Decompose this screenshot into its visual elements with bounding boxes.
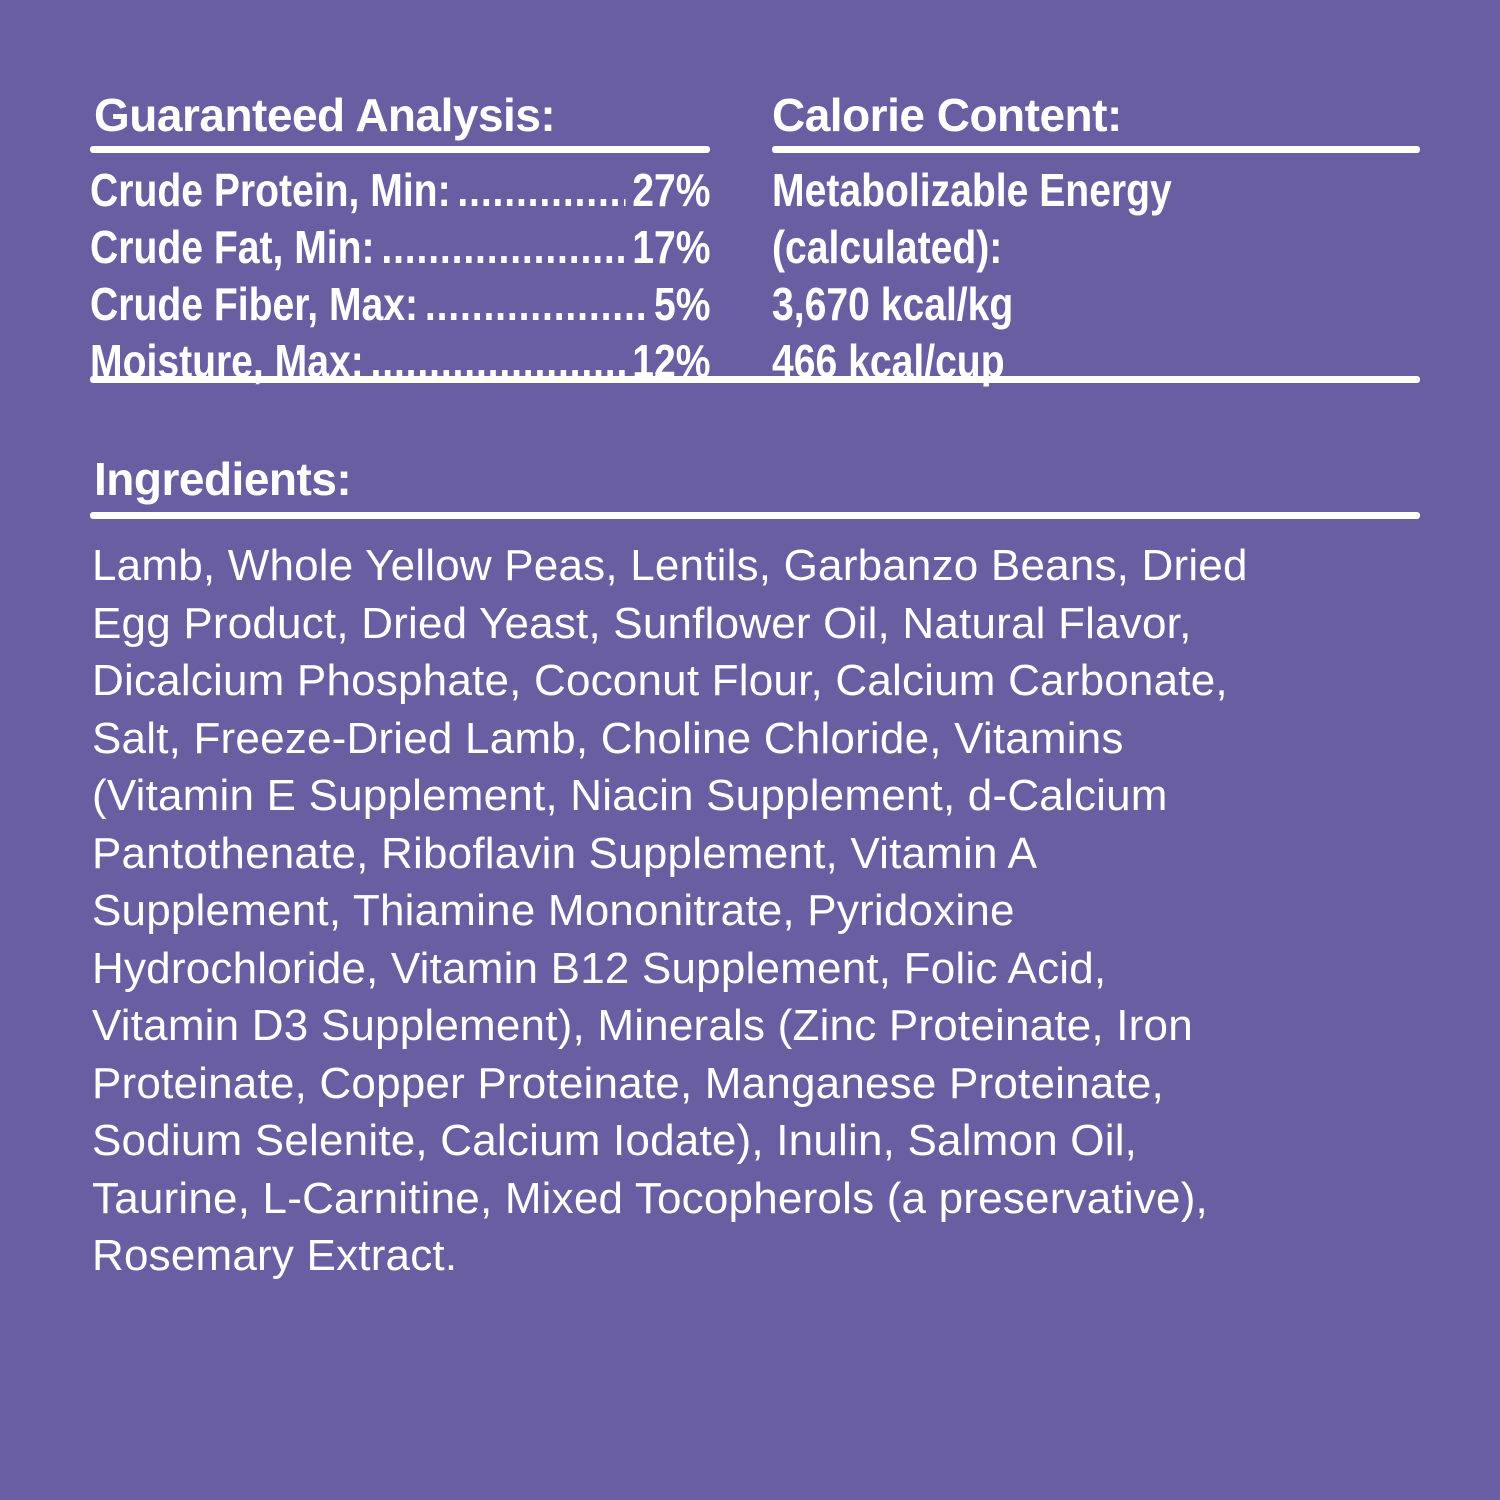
ingredients-title: Ingredients: bbox=[94, 453, 352, 505]
row-value: 27% bbox=[632, 164, 711, 216]
row-label: Crude Fiber, Max: bbox=[90, 278, 419, 330]
guaranteed-analysis-title: Guaranteed Analysis: bbox=[94, 89, 556, 141]
calorie-content-underline bbox=[772, 146, 1420, 153]
leader-dots: ........................................ bbox=[424, 278, 648, 330]
row-value: 17% bbox=[632, 221, 711, 273]
ingredients-underline bbox=[90, 512, 1420, 519]
section-divider bbox=[90, 376, 1420, 383]
analysis-row-crude-protein: Crude Protein, Min: ....................… bbox=[90, 162, 711, 219]
row-label: Crude Protein, Min: bbox=[90, 164, 451, 216]
calorie-content-title: Calorie Content: bbox=[772, 89, 1122, 141]
ingredients-text: Lamb, Whole Yellow Peas, Lentils, Garban… bbox=[92, 541, 1248, 1280]
leader-dots: ........................................ bbox=[457, 164, 625, 216]
analysis-row-crude-fat: Crude Fat, Min: ........................… bbox=[90, 219, 711, 276]
guaranteed-analysis-underline bbox=[90, 146, 710, 153]
calorie-content-text: Metabolizable Energy (calculated): 3,670… bbox=[772, 164, 1172, 387]
leader-dots: ........................................ bbox=[381, 221, 625, 273]
guaranteed-analysis-table: Crude Protein, Min: ....................… bbox=[90, 162, 711, 390]
row-label: Crude Fat, Min: bbox=[90, 221, 375, 273]
analysis-row-crude-fiber: Crude Fiber, Max: ......................… bbox=[90, 276, 711, 333]
row-value: 5% bbox=[653, 278, 711, 330]
